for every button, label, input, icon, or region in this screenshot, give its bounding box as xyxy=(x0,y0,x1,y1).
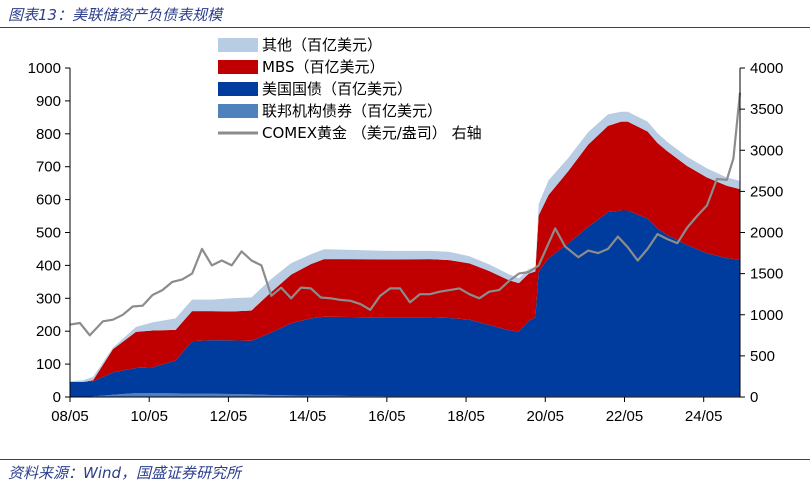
y-left-tick-label: 900 xyxy=(36,93,61,110)
y-left-tick-label: 700 xyxy=(36,159,61,176)
legend-swatch xyxy=(218,104,258,118)
source-divider xyxy=(0,459,810,460)
area-layer xyxy=(70,111,740,397)
title-divider xyxy=(0,27,810,28)
x-tick-label: 08/05 xyxy=(51,408,89,425)
legend: 其他（百亿美元） MBS（百亿美元） 美国国债（百亿美元） 联邦机构债券（百亿美元） C… xyxy=(218,36,482,142)
source-note: 资料来源：Wind，国盛证券研究所 xyxy=(8,464,242,482)
y-right-tick-label: 500 xyxy=(750,348,775,365)
y-right-tick-label: 2000 xyxy=(750,225,783,242)
x-tick-label: 16/05 xyxy=(368,408,406,425)
legend-swatch xyxy=(218,60,258,74)
gold-line-layer xyxy=(69,92,742,337)
legend-label: 美国国债（百亿美元） xyxy=(262,80,412,98)
y-left-tick-label: 400 xyxy=(36,257,61,274)
x-tick-label: 18/05 xyxy=(447,408,485,425)
y-right-tick-label: 1000 xyxy=(750,307,783,324)
area-agency xyxy=(70,393,740,397)
y-left-tick-label: 300 xyxy=(36,290,61,307)
y-right-tick-label: 1500 xyxy=(750,266,783,283)
y-left-tick-label: 100 xyxy=(36,356,61,373)
gold-price-line xyxy=(69,92,742,337)
legend-label: MBS（百亿美元） xyxy=(262,58,385,76)
x-tick-label: 24/05 xyxy=(685,408,723,425)
x-tick-label: 10/05 xyxy=(130,408,168,425)
chart-title: 图表13：美联储资产负债表规模 xyxy=(8,6,223,24)
x-tick-label: 22/05 xyxy=(606,408,644,425)
y-left-tick-label: 0 xyxy=(53,389,61,406)
x-tick-label: 14/05 xyxy=(289,408,327,425)
y-right-tick-label: 3000 xyxy=(750,142,783,159)
y-right-tick-label: 4000 xyxy=(750,60,783,77)
y-left-tick-label: 200 xyxy=(36,323,61,340)
y-right-tick-label: 0 xyxy=(750,389,758,406)
y-right-tick-label: 2500 xyxy=(750,183,783,200)
y-left-tick-label: 800 xyxy=(36,126,61,143)
legend-swatch xyxy=(218,38,258,52)
area-mbs xyxy=(70,121,740,382)
axes-layer: 0 100 200 300 400 500 600 700 800 900 1000 0 500 1000… xyxy=(28,60,784,425)
y-right-tick-label: 3500 xyxy=(750,101,783,118)
x-tick-label: 12/05 xyxy=(210,408,248,425)
x-tick-label: 20/05 xyxy=(526,408,564,425)
legend-label: COMEX黄金 （美元/盎司） 右轴 xyxy=(262,124,482,142)
legend-swatch xyxy=(218,82,258,96)
y-left-tick-label: 500 xyxy=(36,225,61,242)
legend-label: 联邦机构债券（百亿美元） xyxy=(262,102,442,120)
y-left-tick-label: 600 xyxy=(36,192,61,209)
y-left-tick-label: 1000 xyxy=(28,60,61,77)
area-treasury xyxy=(70,210,740,397)
legend-label: 其他（百亿美元） xyxy=(262,36,382,54)
